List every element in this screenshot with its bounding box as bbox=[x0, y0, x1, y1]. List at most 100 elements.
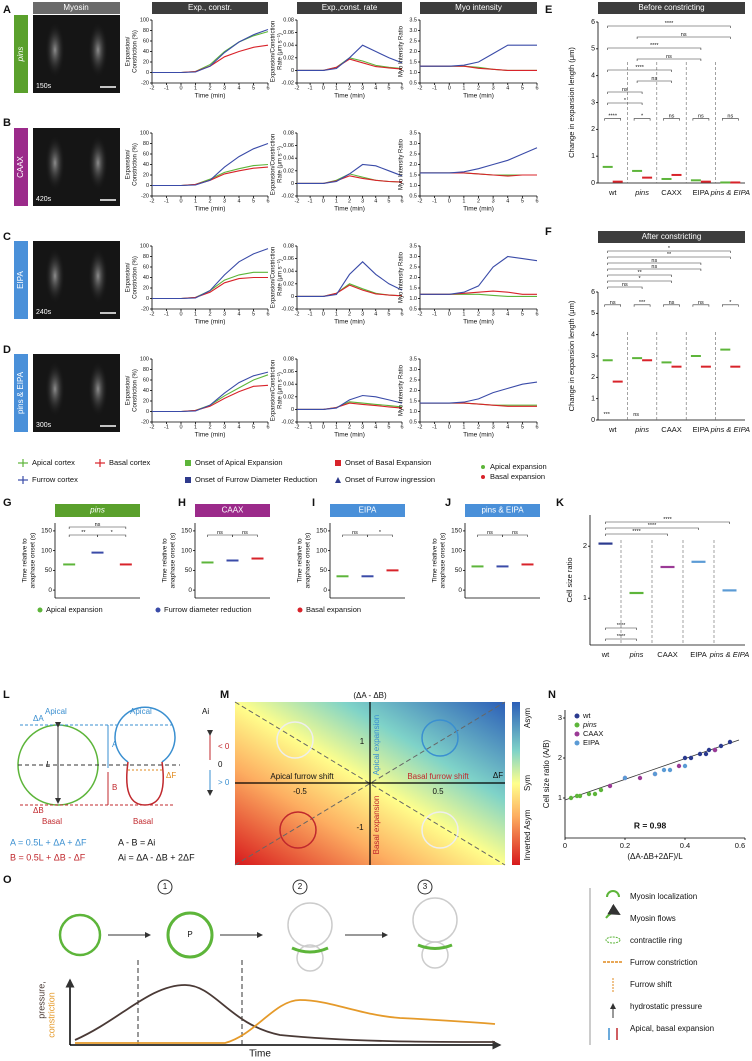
point bbox=[712, 747, 718, 753]
y-tick-label: 0.5 bbox=[409, 80, 417, 86]
significance-label: * bbox=[641, 114, 644, 120]
y-axis-label: Constriction (%) bbox=[133, 30, 139, 73]
legend-label: Apical cortex bbox=[32, 458, 75, 467]
y-tick-label: 5 bbox=[591, 46, 595, 53]
label: Apical expansion bbox=[372, 715, 381, 775]
point bbox=[568, 795, 574, 801]
x-tick-label: 1 bbox=[462, 424, 465, 430]
significance-label: ** bbox=[667, 252, 672, 258]
y-axis-label: Expansion/Constriction bbox=[271, 21, 277, 82]
panel-label: I bbox=[312, 497, 315, 509]
significance-label: ns bbox=[669, 300, 675, 306]
series-line bbox=[152, 248, 269, 300]
panel-label: F bbox=[545, 226, 552, 238]
y-tick-label: 0.04 bbox=[283, 43, 294, 49]
significance-label: ns bbox=[681, 32, 687, 38]
label: Ai bbox=[202, 707, 209, 716]
y-tick-label: 0.5 bbox=[409, 306, 417, 312]
category-label: EIPA bbox=[690, 650, 707, 659]
y-tick-label: 1.5 bbox=[409, 59, 417, 65]
y-tick-label: 3.0 bbox=[409, 141, 417, 147]
y-tick-label: 0.04 bbox=[283, 156, 294, 162]
category-label: CAAX bbox=[657, 650, 677, 659]
y-axis-label: constriction bbox=[46, 992, 56, 1038]
label: A bbox=[112, 740, 118, 749]
y-tick-label: 20 bbox=[143, 285, 149, 291]
significance-label: **** bbox=[663, 517, 672, 523]
significance-label: **** bbox=[617, 634, 626, 640]
y-tick-label: -0.02 bbox=[281, 419, 294, 425]
axis-label: (ΔA - ΔB) bbox=[353, 691, 387, 700]
y-axis-label: Expansion/ bbox=[126, 149, 132, 179]
x-tick-label: 0 bbox=[179, 311, 182, 317]
x-tick-label: -1 bbox=[432, 198, 437, 204]
legend-swatch bbox=[481, 475, 485, 479]
significance-label: ns bbox=[610, 300, 616, 306]
significance-label: **** bbox=[617, 623, 626, 629]
series-line bbox=[420, 147, 538, 174]
y-axis-label: Rate (μm s⁻¹) bbox=[278, 146, 284, 183]
x-tick-label: -2 bbox=[150, 424, 155, 430]
y-tick-label: 100 bbox=[41, 547, 52, 554]
series-line bbox=[420, 44, 537, 67]
category-label: pins & EIPA bbox=[710, 425, 750, 434]
y-tick-label: 3.0 bbox=[409, 254, 417, 260]
point bbox=[718, 743, 724, 749]
header-text: pins bbox=[89, 506, 105, 515]
micrograph-blob bbox=[88, 22, 108, 78]
legend-swatch bbox=[297, 607, 303, 613]
x-tick-label: 5 bbox=[521, 198, 524, 204]
y-axis-label: Myo Intensity Ratio bbox=[399, 251, 405, 303]
y-tick-label: 3.0 bbox=[409, 367, 417, 373]
diagram-m: (ΔA - ΔB) ΔF -0.5 0.5 1 -1 Apical expans… bbox=[234, 691, 532, 866]
x-tick-label: -2 bbox=[418, 198, 423, 204]
y-axis-label: Rate (μm s⁻¹) bbox=[278, 259, 284, 296]
label: P bbox=[187, 930, 192, 939]
step-number: 3 bbox=[423, 882, 428, 891]
significance-bracket bbox=[633, 304, 651, 307]
y-tick-label: 100 bbox=[181, 547, 192, 554]
x-tick-label: -1 bbox=[308, 85, 313, 91]
y-axis-label: anaphase onset (s) bbox=[440, 533, 447, 589]
significance-label: * bbox=[639, 276, 642, 282]
y-tick-label: 1.0 bbox=[409, 183, 417, 189]
legend-swatch bbox=[155, 607, 161, 613]
x-tick-label: 5 bbox=[252, 424, 255, 430]
legend-label: Furrow diameter reduction bbox=[164, 605, 252, 614]
x-tick-label: 4 bbox=[374, 424, 377, 430]
significance-label: **** bbox=[665, 21, 674, 27]
significance-bracket bbox=[607, 268, 702, 271]
significance-label: **** bbox=[648, 523, 657, 529]
significance-bracket bbox=[607, 262, 702, 265]
x-tick-label: 3 bbox=[223, 85, 226, 91]
y-tick-label: 0 bbox=[291, 294, 294, 300]
significance-bracket bbox=[604, 304, 621, 307]
x-tick-label: -1 bbox=[308, 198, 313, 204]
x-tick-label: 6 bbox=[535, 85, 538, 91]
panel-label: C bbox=[3, 231, 11, 243]
y-tick-label: 2 bbox=[558, 753, 562, 762]
time-stamp: 240s bbox=[36, 309, 52, 316]
y-tick-label: 40 bbox=[143, 388, 149, 394]
y-tick-label: 0.06 bbox=[283, 256, 294, 262]
x-axis-label: Time (min) bbox=[195, 432, 226, 439]
tick-label: -1 bbox=[356, 823, 364, 832]
significance-label: * bbox=[668, 246, 671, 252]
category-label: CAAX bbox=[661, 425, 681, 434]
x-tick-label: 0 bbox=[322, 85, 325, 91]
series-line bbox=[152, 276, 268, 300]
y-tick-label: 1.5 bbox=[409, 398, 417, 404]
significance-bracket bbox=[607, 47, 702, 50]
condition-label: CAAX bbox=[16, 155, 25, 177]
condition-bar bbox=[14, 241, 28, 319]
header-text: EIPA bbox=[359, 506, 377, 515]
y-axis-label: Time relative to bbox=[22, 538, 29, 583]
y-tick-label: 2 bbox=[591, 374, 595, 381]
x-tick-label: 6 bbox=[535, 311, 538, 317]
x-axis-label: Time (min) bbox=[334, 432, 365, 439]
y-tick-label: -20 bbox=[141, 419, 149, 425]
y-tick-label: 4 bbox=[591, 73, 595, 80]
category-label: pins & EIPA bbox=[710, 188, 750, 197]
label: Basal bbox=[42, 817, 62, 826]
significance-label: ** bbox=[637, 270, 642, 276]
